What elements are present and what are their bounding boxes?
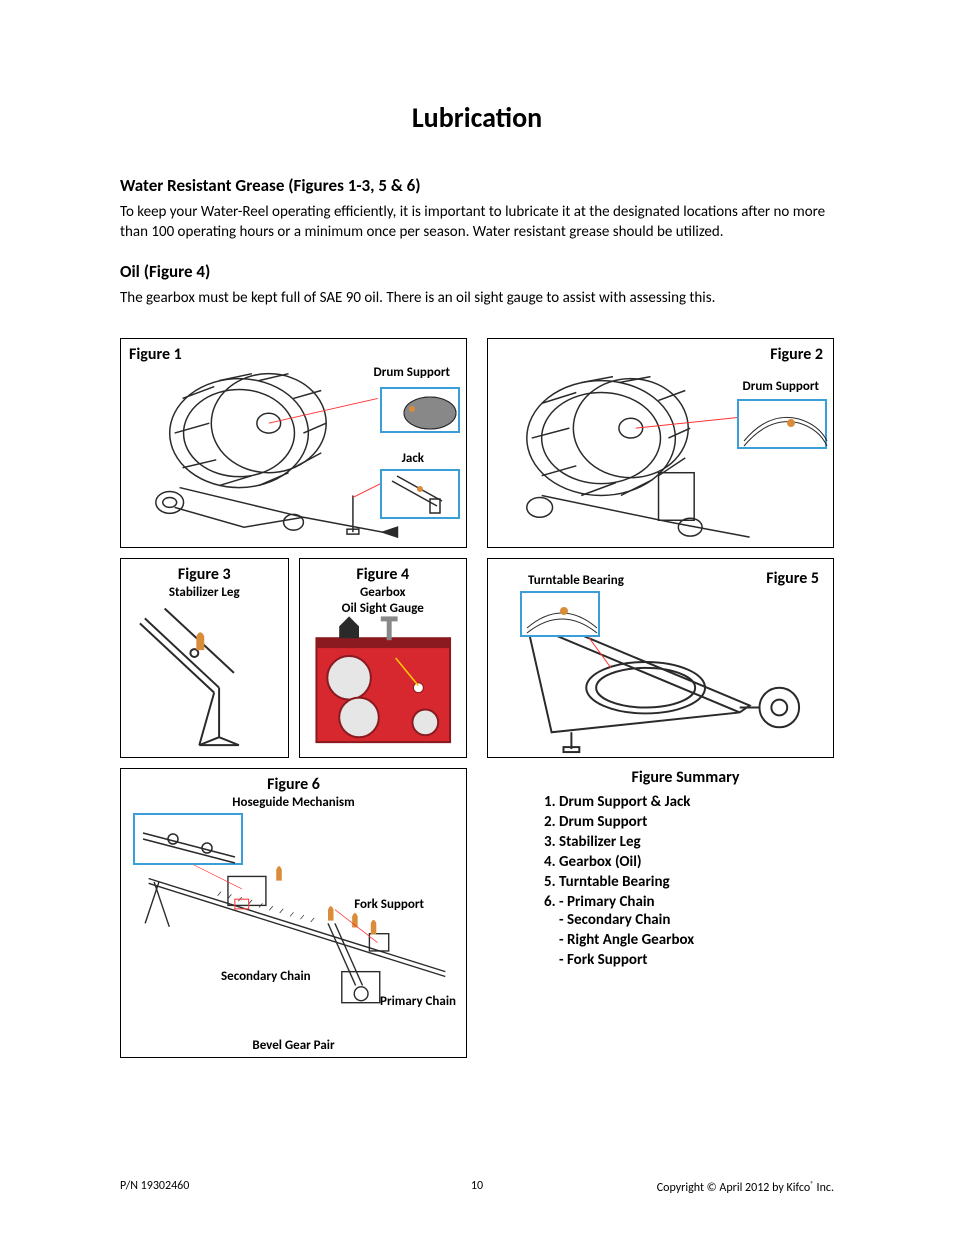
fig6-title: Figure 6 — [267, 775, 320, 794]
fig5-callout: Turntable Bearing — [528, 573, 624, 588]
fig2-title: Figure 2 — [770, 345, 823, 364]
fig5-title: Figure 5 — [766, 569, 819, 588]
fig6-callout-pri: Primary Chain — [380, 994, 456, 1009]
fig5-inset — [520, 591, 600, 637]
figure-3: Figure 3 Stabilizer Leg — [120, 558, 289, 758]
copyright: Copyright © April 2012 by Kifco® Inc. — [657, 1179, 834, 1195]
summary-subitem: Secondary Chain — [559, 911, 834, 929]
fig1-title: Figure 1 — [129, 345, 182, 364]
summary-item: Gearbox (Oil) — [559, 853, 834, 871]
fig1-inset-jack — [380, 469, 460, 519]
figure-2: Figure 2 — [487, 338, 834, 548]
fig4-title: Figure 4 — [356, 565, 409, 584]
figure-summary: Figure Summary Drum Support & Jack Drum … — [487, 768, 834, 1058]
oil-body: The gearbox must be kept full of SAE 90 … — [120, 288, 834, 308]
part-number: P/N 19302460 — [120, 1179, 189, 1195]
fig6-callout-fork: Fork Support — [354, 897, 424, 912]
page-title: Lubrication — [120, 100, 834, 135]
grease-body: To keep your Water-Reel operating effici… — [120, 202, 834, 243]
summary-subitem: Fork Support — [559, 951, 834, 969]
fig4-callout-oil: Oil Sight Gauge — [342, 601, 424, 616]
figure-4: Figure 4 Gearbox Oil Sight Gauge — [299, 558, 468, 758]
fig3-title: Figure 3 — [178, 565, 231, 584]
page-footer: P/N 19302460 10 Copyright © April 2012 b… — [120, 1179, 834, 1195]
fig2-callout-drum: Drum Support — [743, 379, 820, 394]
figure-1: Figure 1 — [120, 338, 467, 548]
fig3-callout: Stabilizer Leg — [169, 585, 240, 600]
fig6-inset — [133, 813, 243, 865]
summary-heading: Figure Summary — [537, 768, 834, 787]
oil-heading: Oil (Figure 4) — [120, 261, 834, 282]
page-number: 10 — [471, 1179, 483, 1193]
figure-6: Figure 6 Hoseguide Mechanism — [120, 768, 467, 1058]
fig5-drawing — [488, 559, 833, 757]
fig1-inset-drum — [380, 387, 460, 433]
figure-5: Figure 5 Turntable Bearing — [487, 558, 834, 758]
grease-heading: Water Resistant Grease (Figures 1-3, 5 &… — [120, 175, 834, 196]
summary-item: Stabilizer Leg — [559, 833, 834, 851]
fig6-callout-sec: Secondary Chain — [221, 969, 311, 984]
fig6-callout-bevel: Bevel Gear Pair — [252, 1038, 334, 1053]
fig6-callout-hg: Hoseguide Mechanism — [232, 795, 354, 810]
fig1-callout-drum: Drum Support — [374, 365, 451, 380]
summary-item: Turntable Bearing — [559, 873, 834, 891]
summary-item: Drum Support & Jack — [559, 793, 834, 811]
summary-subitem: Right Angle Gearbox — [559, 931, 834, 949]
fig2-inset — [737, 399, 827, 449]
summary-item: - Primary Chain Secondary Chain Right An… — [559, 893, 834, 969]
fig4-callout-gb: Gearbox — [360, 585, 406, 600]
summary-item: Drum Support — [559, 813, 834, 831]
fig1-callout-jack: Jack — [402, 451, 424, 466]
